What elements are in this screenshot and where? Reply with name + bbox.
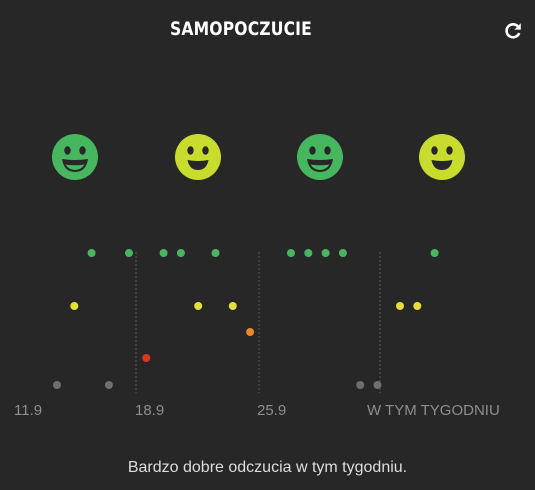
- mood-dot: [321, 249, 330, 257]
- mood-dot: [338, 249, 347, 257]
- refresh-button[interactable]: [500, 18, 526, 44]
- mood-summary-text: Bardzo dobre odczucia w tym tygodniu.: [127, 459, 408, 476]
- mood-dot: [53, 381, 61, 389]
- very-happy-face-icon[interactable]: [296, 133, 344, 181]
- mood-dot: [87, 249, 96, 257]
- refresh-icon: [505, 23, 521, 39]
- mood-dot: [356, 381, 365, 389]
- mood-dot: [125, 249, 133, 257]
- page-title: SAMOPOCZUCIE: [170, 18, 312, 40]
- mood-dot: [373, 381, 382, 389]
- mood-dot: [413, 302, 422, 310]
- mood-dot: [176, 249, 185, 257]
- week-label-11-9[interactable]: 11.9: [14, 402, 43, 419]
- very-happy-face-icon[interactable]: [51, 133, 99, 181]
- mood-scatter-chart: [53, 249, 439, 393]
- mood-dot: [287, 249, 295, 257]
- mood-dot: [228, 302, 237, 310]
- week-label-18-9[interactable]: 18.9: [135, 402, 165, 419]
- weekly-mood-faces: [0, 133, 535, 185]
- happy-face-icon[interactable]: [174, 133, 222, 181]
- mood-dot: [211, 249, 220, 257]
- week-label-this-week[interactable]: W TYM TYGODNIU: [367, 402, 500, 419]
- week-axis: 11.9 18.9 25.9 W TYM TYGODNIU: [0, 402, 535, 424]
- mood-dot: [104, 381, 113, 389]
- mood-dot: [304, 249, 313, 257]
- mood-dot: [70, 302, 79, 310]
- mood-dot: [430, 249, 439, 257]
- mood-dot: [396, 302, 404, 310]
- happy-face-icon[interactable]: [418, 133, 466, 181]
- mood-dot: [194, 302, 203, 310]
- mood-dot: [142, 354, 151, 362]
- mood-dot: [246, 328, 255, 336]
- mood-dot: [159, 249, 168, 257]
- week-label-25-9[interactable]: 25.9: [257, 402, 287, 419]
